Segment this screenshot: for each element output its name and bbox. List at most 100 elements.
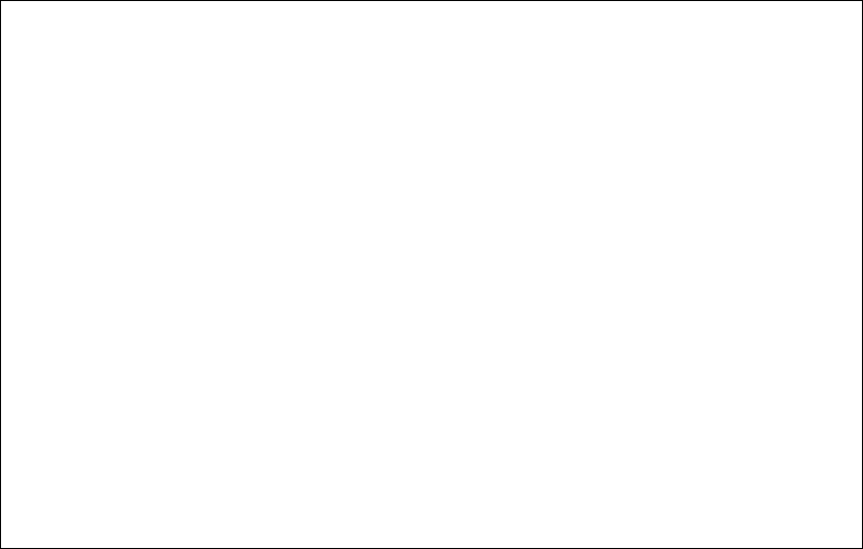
Text: Jun: Jun [213, 75, 230, 85]
Text: Task 9: Task 9 [619, 506, 652, 517]
Text: Sep: Sep [336, 75, 356, 85]
Bar [0, 0, 118, 64]
Text: Task 4: Task 4 [371, 381, 403, 391]
Bar [408, 64, 450, 96]
Bar [243, 32, 367, 64]
Text: Sep: Sep [833, 75, 852, 85]
Text: wbs_name: wbs_name [646, 82, 713, 95]
Bar [367, 64, 408, 96]
Bar [243, 136, 325, 156]
Text: Jul: Jul [753, 75, 765, 85]
Text: Mar: Mar [584, 75, 604, 85]
Bar [532, 504, 614, 519]
Text: Q3: Q3 [792, 41, 809, 54]
Text: Task 1: Task 1 [247, 306, 279, 316]
Text: Task 10: Task 10 [826, 531, 863, 541]
Bar [614, 64, 656, 96]
Text: Q1: Q1 [544, 41, 562, 54]
Text: May: May [666, 75, 688, 85]
Bar [788, 185, 835, 199]
Text: Jul: Jul [256, 75, 269, 85]
Bar [573, 64, 614, 96]
Bar [367, 32, 490, 64]
Text: Project A: Project A [20, 189, 98, 205]
Bar [160, 64, 201, 96]
Text: Phase III - Beta: Phase III - Beta [524, 186, 612, 198]
Text: Project B: Project B [20, 416, 98, 432]
Bar [284, 64, 325, 96]
Text: Q2: Q2 [668, 41, 686, 54]
Bar [160, 304, 243, 318]
Bar [201, 64, 243, 96]
Bar [243, 149, 325, 156]
Bar [0, 64, 118, 96]
Text: Aug: Aug [791, 75, 811, 85]
Text: Aug: Aug [294, 75, 315, 85]
Bar [160, 102, 243, 122]
Bar [739, 64, 780, 96]
Text: Q2: Q2 [172, 41, 189, 54]
Text: Jun: Jun [710, 75, 727, 85]
Text: Task 5: Task 5 [494, 243, 527, 253]
Bar [160, 354, 284, 369]
Bar [656, 479, 822, 494]
Bar [490, 0, 863, 32]
Text: Apr: Apr [129, 75, 148, 85]
Bar [780, 64, 822, 96]
Text: project__proj_n
ame: project__proj_n ame [17, 21, 101, 43]
Text: Q4: Q4 [419, 41, 438, 54]
Bar [614, 529, 822, 544]
Text: Task 1: Task 1 [247, 108, 279, 117]
Bar [450, 272, 532, 292]
Bar [160, 313, 243, 318]
Text: Task 6: Task 6 [536, 277, 569, 287]
Text: Jan: Jan [503, 75, 520, 85]
Text: May: May [170, 75, 191, 85]
Text: Q3: Q3 [295, 41, 313, 54]
Text: Phase II: Phase II [524, 134, 570, 147]
Bar [284, 204, 367, 224]
Bar [822, 64, 863, 96]
Text: Task 3: Task 3 [288, 356, 320, 366]
Bar [243, 329, 284, 344]
Text: Oct: Oct [378, 75, 396, 85]
Bar [0, 96, 863, 299]
Text: Task 3: Task 3 [330, 175, 362, 185]
Bar [788, 133, 835, 147]
Bar [532, 454, 656, 469]
Text: Feb: Feb [544, 75, 562, 85]
Text: Task 7: Task 7 [660, 456, 693, 467]
Bar [490, 32, 614, 64]
Text: Task 4: Task 4 [371, 209, 403, 219]
Bar [490, 64, 532, 96]
Text: Phase III - Alpha: Phase III - Alpha [524, 160, 619, 172]
Bar [408, 429, 532, 444]
Bar [614, 32, 739, 64]
Bar [697, 64, 739, 96]
Bar [118, 0, 490, 32]
Text: Task 2: Task 2 [330, 141, 362, 152]
Bar [656, 64, 697, 96]
Text: Task 5: Task 5 [413, 406, 444, 416]
Bar [325, 64, 367, 96]
Bar [367, 238, 490, 258]
Text: Dec: Dec [460, 75, 480, 85]
Bar [739, 32, 863, 64]
Bar [160, 115, 243, 122]
Bar [325, 404, 408, 419]
Bar [532, 64, 573, 96]
Bar [0, 299, 863, 549]
Bar [513, 76, 846, 205]
Text: Nov: Nov [419, 75, 438, 85]
Text: Task 6: Task 6 [536, 432, 569, 441]
Bar [118, 64, 160, 96]
Bar [284, 170, 325, 191]
Bar [788, 159, 835, 173]
Bar [243, 64, 284, 96]
Bar [788, 108, 835, 121]
Text: Task 2: Task 2 [288, 331, 320, 341]
Bar [118, 32, 243, 64]
Text: Phase I: Phase I [524, 108, 566, 121]
Text: Apr: Apr [627, 75, 645, 85]
Text: 2018: 2018 [659, 9, 695, 23]
